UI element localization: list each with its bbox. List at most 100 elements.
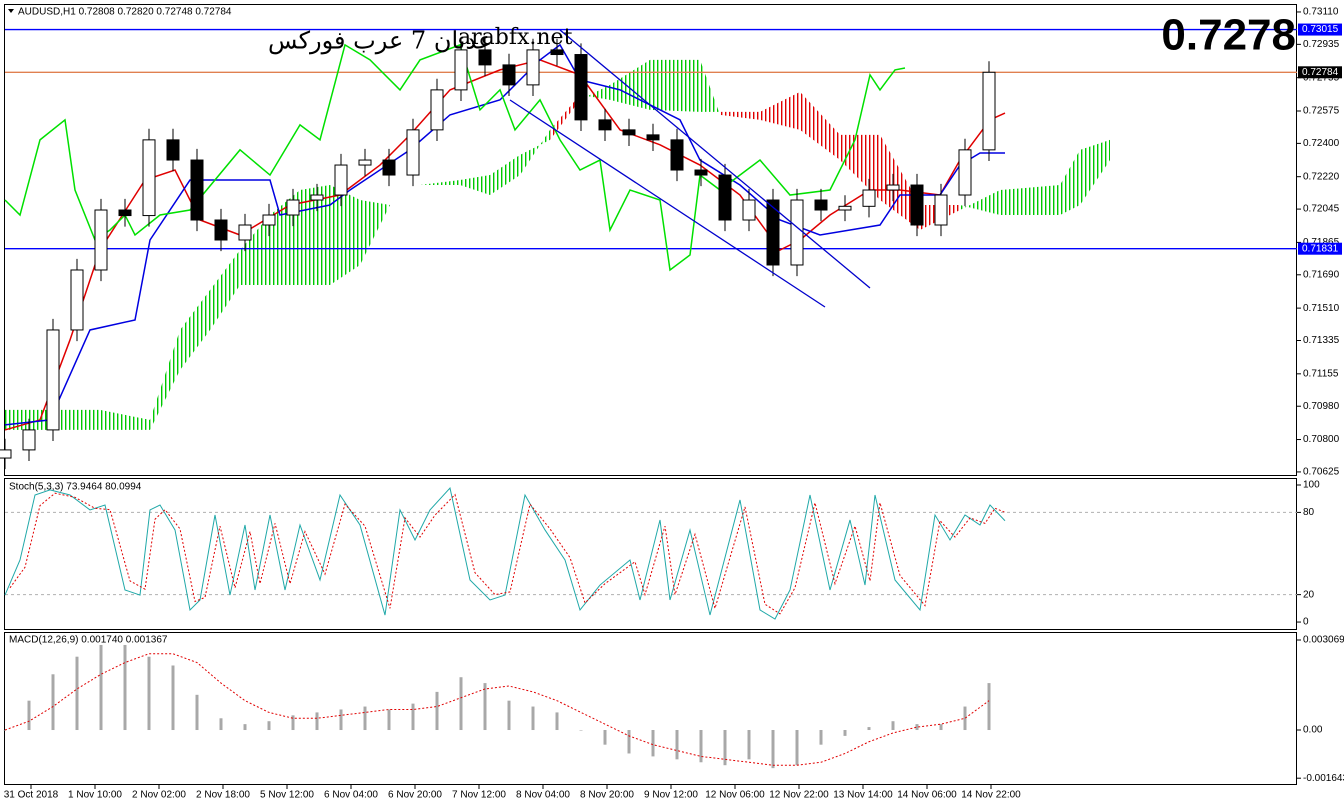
candle-body [238, 224, 252, 241]
macd-bar [555, 712, 559, 731]
cloud-segment [1000, 185, 1060, 216]
indicator-line [4, 43, 1005, 426]
x-tick-label: 1 Nov 10:00 [68, 790, 122, 801]
macd-bar [75, 656, 79, 731]
macd-bar [675, 730, 679, 760]
macd-bar [387, 709, 391, 731]
cloud-segment [490, 154, 520, 196]
candle-body [982, 71, 996, 151]
cloud-segment [5, 409, 40, 430]
price-box-label: 0.73015 [1302, 24, 1339, 35]
cloud-segment [1060, 149, 1080, 216]
y-tick-label: 0.72045 [1303, 204, 1340, 215]
macd-bar [819, 730, 823, 745]
menu-triangle[interactable] [8, 9, 14, 13]
macd-panel [4, 632, 1297, 785]
macd-bar [27, 700, 31, 731]
y-tick-label: 0.73110 [1303, 7, 1339, 18]
cloud-segment [210, 249, 240, 330]
candle-body [382, 159, 396, 176]
x-tick-label: 7 Nov 12:00 [452, 790, 506, 801]
x-tick-label: 8 Nov 04:00 [516, 790, 570, 801]
y-tick-label: 0.70800 [1303, 434, 1340, 445]
macd-bar [891, 721, 895, 731]
cloud-segment [240, 215, 270, 285]
y-tick-label: 0.72220 [1303, 171, 1340, 182]
y-tick-label: 100 [1303, 480, 1320, 491]
x-tick-label: 12 Nov 06:00 [705, 790, 765, 801]
candle-body [862, 189, 876, 207]
main-panel [4, 4, 1297, 476]
overlay-layer: عدنان 7 عرب فوركس arabfx.net 0.7278 [268, 11, 1296, 60]
candle-body [574, 54, 588, 121]
candle-body [334, 164, 348, 196]
macd-bar [579, 730, 583, 731]
macd-bar [723, 730, 727, 766]
x-tick-label: 8 Nov 20:00 [580, 790, 634, 801]
macd-bar [171, 665, 175, 731]
macd-bar [267, 721, 271, 731]
candle-body [478, 49, 492, 66]
cloud-segment [650, 59, 700, 112]
candle-body [958, 149, 972, 196]
cloud-segment [720, 111, 760, 120]
stoch-line [4, 486, 1006, 620]
stoch-header: Stoch(5,3,3) 73.9464 80.0994 [9, 482, 142, 493]
cloud-segment [330, 185, 360, 285]
trend-line [559, 29, 871, 289]
x-tick-label: 6 Nov 04:00 [324, 790, 378, 801]
macd-bar [315, 712, 319, 731]
cloud-segment [100, 409, 150, 430]
candle-body [790, 199, 804, 266]
x-tick-label: 2 Nov 18:00 [196, 790, 250, 801]
x-tick-label: 9 Nov 12:00 [644, 790, 698, 801]
candle-body [814, 199, 828, 211]
candle-body [430, 89, 444, 131]
macd-bar [339, 709, 343, 731]
candle-body [910, 184, 924, 226]
macd-bar [363, 706, 367, 731]
candle-body [838, 205, 852, 211]
stoch-line [9, 492, 1006, 615]
macd-bar [651, 730, 655, 757]
macd-bar [147, 656, 151, 731]
y-tick-label: 0.003069 [1303, 635, 1344, 646]
x-tick-label: 5 Nov 12:00 [260, 790, 314, 801]
macd-bar [195, 694, 199, 731]
macd-bar [627, 730, 631, 754]
candle-body [94, 209, 108, 271]
macd-signal [4, 653, 990, 766]
candle-body [502, 64, 516, 86]
x-tick-label: 31 Oct 2018 [4, 790, 59, 801]
x-tick-label: 2 Nov 02:00 [132, 790, 186, 801]
macd-bar [915, 724, 919, 731]
symbol-header: AUDUSD,H1 0.72808 0.72820 0.72748 0.7278… [18, 7, 232, 18]
candle-body [286, 199, 300, 216]
candle-body [166, 139, 180, 161]
macd-bar [867, 727, 871, 731]
cloud-segment [960, 190, 1000, 216]
price-box [1298, 66, 1342, 79]
x-tick-label: 6 Nov 20:00 [388, 790, 442, 801]
macd-bar [459, 677, 463, 731]
cloud-segment [420, 180, 460, 186]
price-box-label: 0.71831 [1302, 243, 1339, 254]
candle-body [598, 119, 612, 131]
candle-body [886, 184, 900, 191]
candle-body [670, 139, 684, 171]
plot-layer: 0.731100.729350.727550.725750.724000.722… [0, 7, 1344, 801]
candle-body [46, 329, 60, 431]
candle-body [310, 194, 324, 201]
y-tick-label: 0.71690 [1303, 269, 1340, 280]
cloud-segment [1080, 139, 1110, 206]
cloud-segment [800, 91, 840, 161]
x-tick-label: 12 Nov 22:00 [769, 790, 829, 801]
macd-bar [243, 724, 247, 731]
cloud-segment [880, 134, 920, 231]
y-tick-label: -0.001643 [1303, 773, 1344, 784]
cloud-segment [150, 329, 180, 430]
y-tick-label: 0.70980 [1303, 401, 1340, 412]
cloud-segment [580, 84, 610, 100]
y-tick-label: 20 [1303, 589, 1315, 600]
